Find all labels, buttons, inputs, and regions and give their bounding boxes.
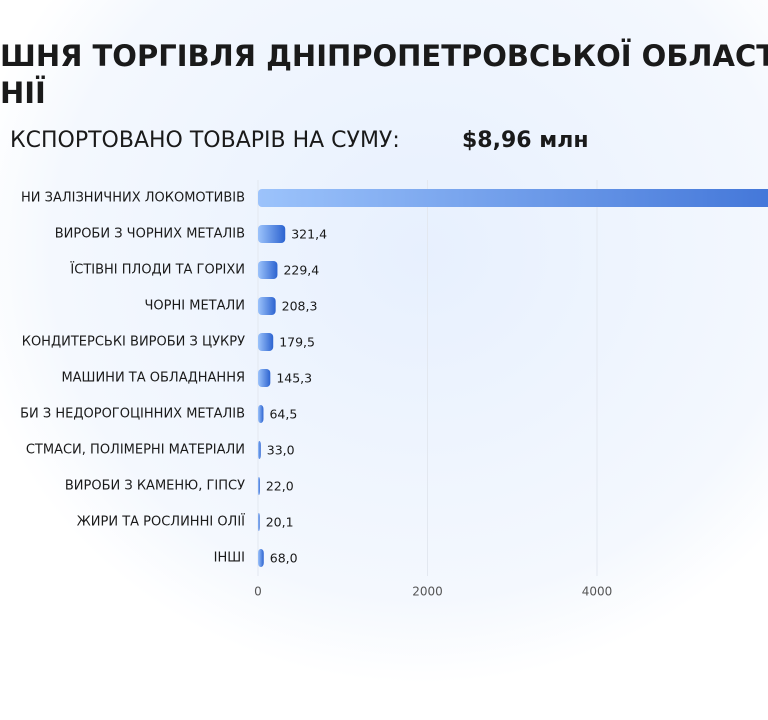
x-tick-label: 4000 [582,585,613,599]
x-tick-label: 0 [254,585,262,599]
bar [258,225,286,243]
category-label: ІНШІ [214,551,245,566]
value-label: 22,0 [266,479,294,494]
value-label: 179,5 [279,335,315,350]
bar [258,405,264,423]
category-label: ВИРОБИ З КАМЕНЮ, ГІПСУ [65,479,245,494]
bar [258,297,276,315]
title-line: ШНЯ ТОРГІВЛЯ ДНІПРОПЕТРОВСЬКОЇ ОБЛАСТІ [0,39,768,73]
value-label: 33,0 [267,443,295,458]
value-label: 229,4 [283,263,319,278]
category-label: ЇСТІВНІ ПЛОДИ ТА ГОРІХИ [70,262,245,278]
value-label: 64,5 [269,407,297,422]
value-label: 321,4 [291,227,327,242]
total: $8,96 млн [462,128,589,153]
bar [258,549,264,567]
bar [258,189,768,207]
category-label: НИ ЗАЛІЗНИЧНИХ ЛОКОМОТИВІВ [21,191,245,206]
bar [258,513,260,531]
bar [258,261,278,279]
bar [258,441,261,459]
value-label: 20,1 [266,515,294,530]
category-label: БИ З НЕДОРОГОЦІННИХ МЕТАЛІВ [20,407,245,422]
value-label: 68,0 [270,551,298,566]
bar [258,477,260,495]
category-label: ЧОРНІ МЕТАЛИ [145,299,246,314]
category-label: ЖИРИ ТА РОСЛИННІ ОЛІЇ [77,514,245,530]
category-label: КОНДИТЕРСЬКІ ВИРОБИ З ЦУКРУ [22,335,245,350]
title-line: НІЇ [0,76,46,110]
bar [258,333,274,351]
x-tick-label: 2000 [412,585,443,599]
bar [258,369,271,387]
category-label: ВИРОБИ З ЧОРНИХ МЕТАЛІВ [55,227,245,242]
value-label: 145,3 [276,371,312,386]
category-label: МАШИНИ ТА ОБЛАДНАННЯ [61,371,245,386]
value-label: 208,3 [282,299,318,314]
subtitle: КСПОРТОВАНО ТОВАРІВ НА СУМУ: [10,128,400,153]
category-label: СТМАСИ, ПОЛІМЕРНІ МАТЕРІАЛИ [26,443,245,458]
